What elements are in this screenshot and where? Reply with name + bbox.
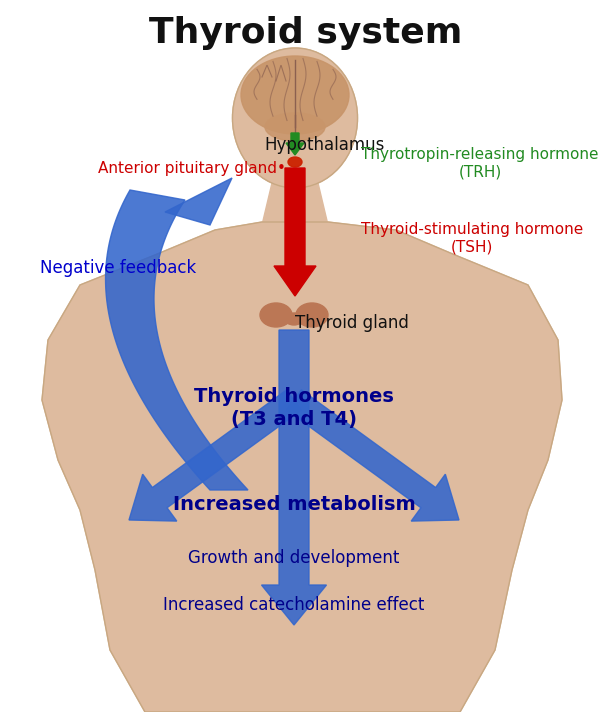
Ellipse shape xyxy=(296,303,328,327)
FancyArrow shape xyxy=(286,133,304,155)
FancyArrow shape xyxy=(129,390,302,521)
Text: Anterior pituitary gland•: Anterior pituitary gland• xyxy=(98,160,286,175)
Ellipse shape xyxy=(288,157,302,167)
Ellipse shape xyxy=(260,303,292,327)
Text: Thyroid-stimulating hormone
(TSH): Thyroid-stimulating hormone (TSH) xyxy=(361,222,583,254)
Text: Growth and development: Growth and development xyxy=(188,549,400,567)
Ellipse shape xyxy=(265,113,325,141)
FancyArrow shape xyxy=(262,330,327,625)
Text: Thyroid system: Thyroid system xyxy=(150,16,463,50)
Text: Hypothalamus: Hypothalamus xyxy=(265,136,385,154)
Text: Negative feedback: Negative feedback xyxy=(40,259,196,277)
Polygon shape xyxy=(105,190,248,490)
Text: Thyroid gland: Thyroid gland xyxy=(295,314,409,332)
Text: Increased catecholamine effect: Increased catecholamine effect xyxy=(163,596,425,614)
Polygon shape xyxy=(42,222,562,712)
Text: Increased metabolism: Increased metabolism xyxy=(173,496,416,515)
Text: Thyrotropin-releasing hormone
(TRH): Thyrotropin-releasing hormone (TRH) xyxy=(361,147,599,179)
Ellipse shape xyxy=(241,56,349,134)
Polygon shape xyxy=(165,178,232,225)
Polygon shape xyxy=(262,183,328,225)
Ellipse shape xyxy=(232,48,357,188)
Ellipse shape xyxy=(285,313,303,325)
FancyArrow shape xyxy=(287,390,459,521)
Text: Thyroid hormones
(T3 and T4): Thyroid hormones (T3 and T4) xyxy=(194,387,394,429)
FancyArrow shape xyxy=(274,168,316,296)
